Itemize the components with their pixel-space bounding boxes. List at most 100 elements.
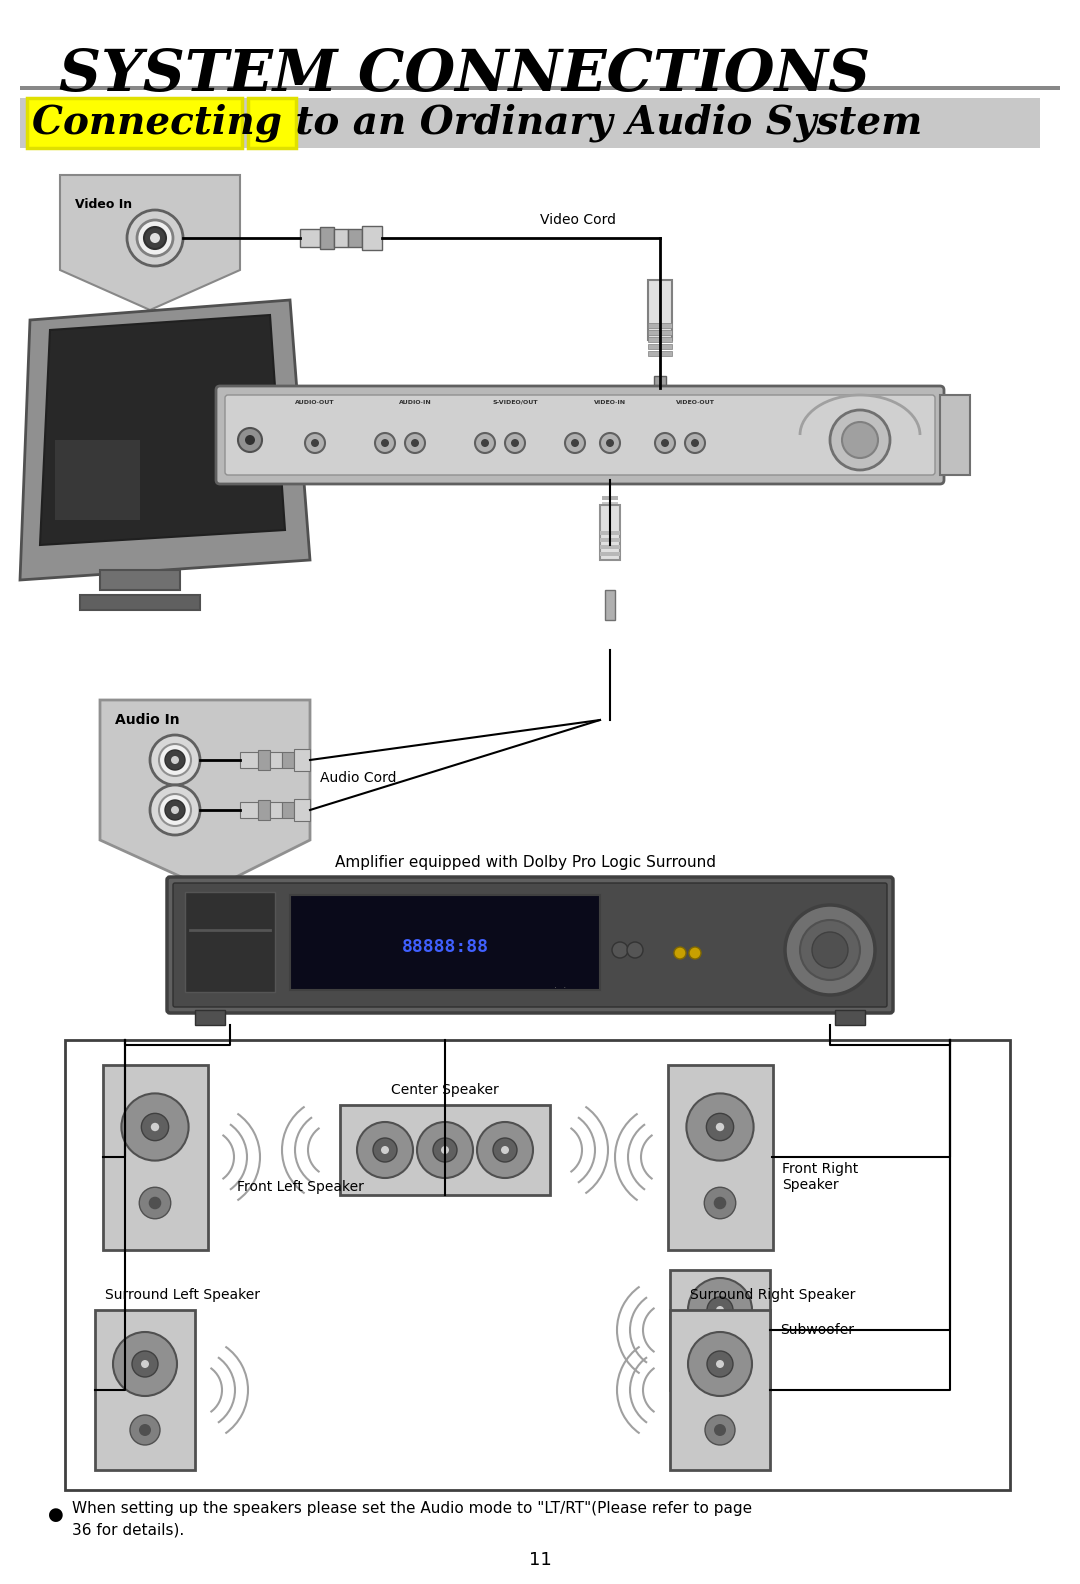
Bar	[835, 1011, 865, 1025]
Text: S-VIDEO/OUT: S-VIDEO/OUT	[492, 399, 538, 404]
Bar	[600, 505, 620, 561]
Circle shape	[706, 1114, 733, 1140]
Text: ●: ●	[48, 1506, 64, 1524]
Bar	[348, 230, 362, 247]
Polygon shape	[40, 315, 285, 545]
Text: Amplifier equipped with Dolby Pro Logic Surround: Amplifier equipped with Dolby Pro Logic …	[335, 854, 716, 870]
Circle shape	[171, 806, 179, 814]
Bar	[270, 752, 282, 768]
FancyBboxPatch shape	[216, 386, 944, 485]
Bar	[100, 570, 180, 589]
Polygon shape	[940, 394, 970, 475]
Circle shape	[151, 1123, 159, 1131]
Bar	[55, 440, 140, 520]
Text: AUDIO·IN: AUDIO·IN	[399, 399, 431, 404]
Text: Front Left Speaker: Front Left Speaker	[237, 1180, 364, 1194]
Bar	[80, 596, 200, 610]
Bar	[605, 589, 615, 619]
Text: AUDIO·OUT: AUDIO·OUT	[295, 399, 335, 404]
Circle shape	[714, 1424, 726, 1437]
Bar	[95, 1310, 195, 1470]
Bar	[600, 539, 620, 542]
Circle shape	[113, 1332, 177, 1396]
Circle shape	[674, 947, 686, 958]
Bar	[258, 800, 270, 821]
Circle shape	[661, 439, 669, 447]
Circle shape	[501, 1145, 509, 1155]
Bar	[270, 802, 282, 817]
Bar	[602, 520, 618, 524]
Text: Video In: Video In	[75, 198, 132, 212]
Text: Center Speaker: Center Speaker	[391, 1083, 499, 1098]
Bar	[602, 526, 618, 531]
Circle shape	[627, 942, 643, 958]
Bar	[294, 749, 310, 771]
Circle shape	[127, 211, 183, 266]
Circle shape	[842, 421, 878, 458]
Bar	[21, 86, 1059, 90]
Circle shape	[381, 1145, 389, 1155]
Circle shape	[357, 1121, 413, 1178]
Circle shape	[311, 439, 319, 447]
Circle shape	[477, 1121, 534, 1178]
Circle shape	[831, 410, 890, 470]
Circle shape	[165, 749, 185, 770]
Circle shape	[305, 432, 325, 453]
Circle shape	[492, 1137, 517, 1163]
Circle shape	[481, 439, 489, 447]
Bar	[648, 337, 672, 342]
Circle shape	[245, 436, 255, 445]
Circle shape	[716, 1305, 724, 1315]
Bar	[669, 1064, 773, 1250]
Bar	[240, 752, 258, 768]
Circle shape	[812, 931, 848, 968]
Circle shape	[373, 1137, 397, 1163]
Circle shape	[800, 920, 860, 980]
Bar	[602, 513, 618, 518]
Circle shape	[165, 800, 185, 821]
Bar	[27, 98, 242, 147]
Circle shape	[159, 794, 191, 825]
Circle shape	[505, 432, 525, 453]
FancyBboxPatch shape	[173, 882, 887, 1007]
Text: Front Right
Speaker: Front Right Speaker	[782, 1163, 859, 1193]
Bar	[670, 1270, 770, 1391]
Circle shape	[707, 1297, 733, 1323]
Circle shape	[612, 942, 627, 958]
Bar	[654, 375, 666, 388]
Circle shape	[417, 1121, 473, 1178]
Bar	[600, 531, 620, 535]
Bar	[648, 352, 672, 356]
FancyBboxPatch shape	[225, 394, 935, 475]
Bar	[648, 329, 672, 334]
Circle shape	[171, 756, 179, 763]
Circle shape	[571, 439, 579, 447]
Bar	[600, 545, 620, 550]
Bar	[282, 802, 294, 817]
Bar	[300, 230, 320, 247]
Circle shape	[141, 1114, 168, 1140]
Circle shape	[785, 904, 875, 995]
Circle shape	[150, 735, 200, 786]
Bar	[294, 798, 310, 821]
Circle shape	[475, 432, 495, 453]
Circle shape	[716, 1123, 725, 1131]
Circle shape	[689, 947, 701, 958]
Circle shape	[141, 1361, 149, 1369]
Bar	[103, 1064, 208, 1250]
Circle shape	[381, 439, 389, 447]
Polygon shape	[60, 174, 240, 310]
Bar	[600, 551, 620, 556]
Bar	[648, 280, 672, 341]
Bar	[195, 1011, 225, 1025]
Circle shape	[121, 1093, 189, 1161]
Bar	[248, 98, 296, 147]
Text: Connecting to an Ordinary Audio System: Connecting to an Ordinary Audio System	[32, 103, 922, 143]
Text: Surround Right Speaker: Surround Right Speaker	[690, 1288, 855, 1302]
FancyBboxPatch shape	[167, 878, 893, 1014]
Bar	[670, 1310, 770, 1470]
Circle shape	[137, 220, 173, 257]
Circle shape	[411, 439, 419, 447]
Bar	[602, 508, 618, 512]
Circle shape	[705, 1415, 735, 1445]
